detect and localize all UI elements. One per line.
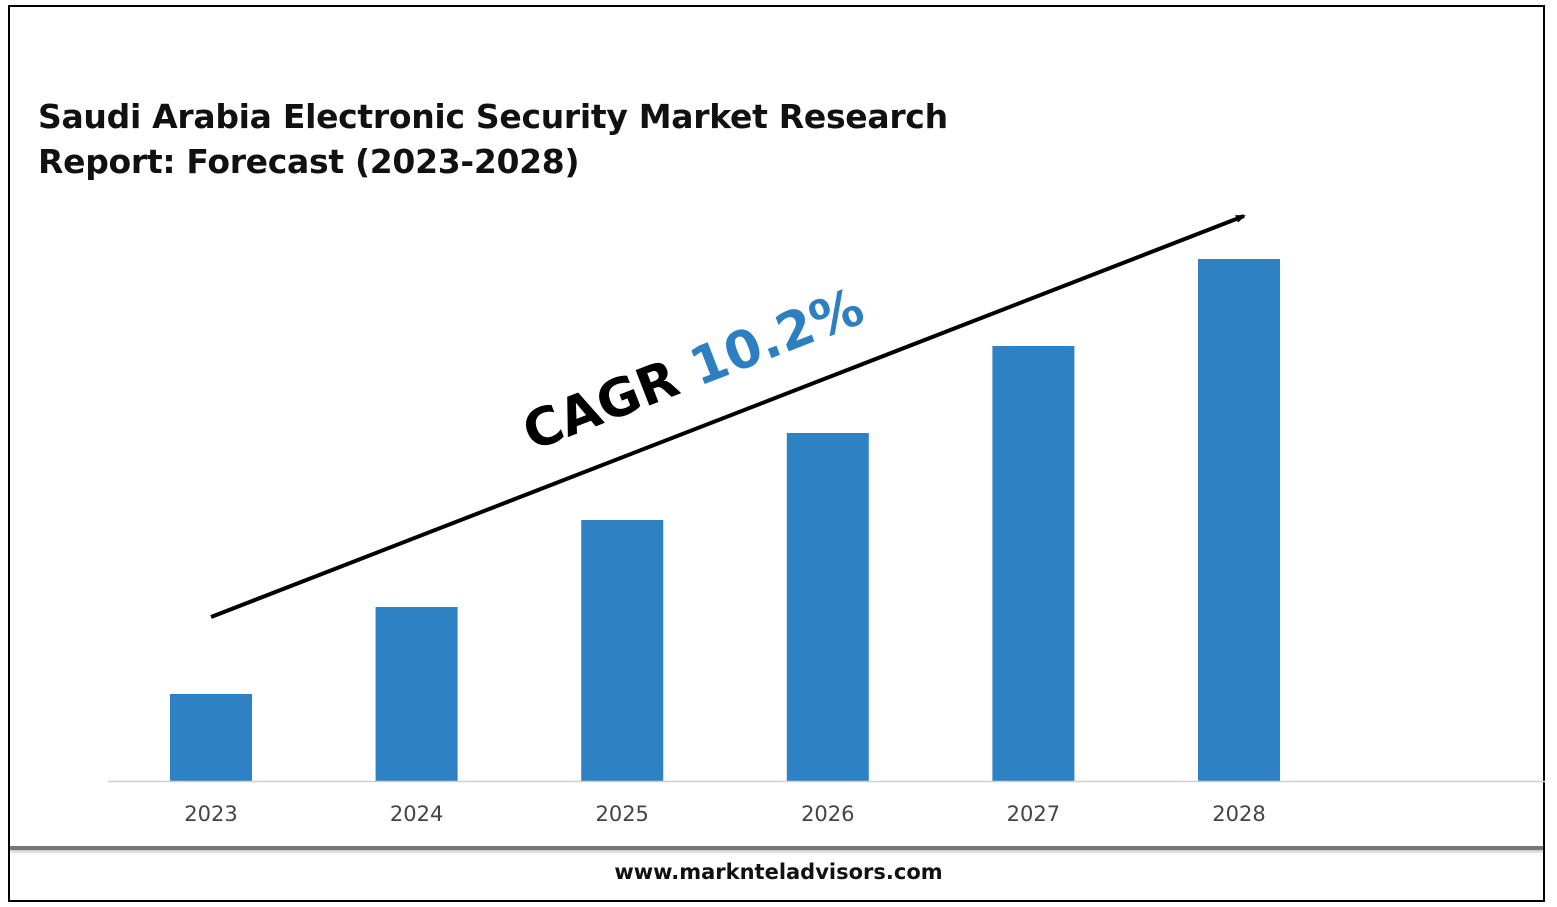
bar-2025 — [581, 520, 664, 781]
x-tick-label-2028: 2028 — [1212, 802, 1265, 826]
bar-series — [170, 259, 1280, 781]
x-axis-tick-labels: 2023 2024 2025 2026 2027 2028 — [184, 802, 1265, 826]
bar-2023 — [170, 694, 252, 781]
footer-website: www.marknteladvisors.com — [614, 860, 943, 884]
chart-title-line-1: Saudi Arabia Electronic Security Market … — [38, 97, 948, 136]
x-tick-label-2024: 2024 — [390, 802, 443, 826]
bar-2027 — [992, 346, 1075, 781]
x-tick-label-2026: 2026 — [801, 802, 854, 826]
bar-2028 — [1198, 259, 1280, 781]
cagr-value: 10.2% — [682, 277, 872, 398]
chart-frame — [8, 5, 1545, 902]
x-tick-label-2027: 2027 — [1007, 802, 1060, 826]
chart-title-line-2: Report: Forecast (2023-2028) — [38, 142, 580, 181]
bar-2024 — [375, 607, 458, 781]
bar-2026 — [786, 433, 869, 781]
cagr-label: CAGR — [515, 349, 687, 463]
footer-divider — [10, 846, 1543, 850]
growth-trend-arrow — [210, 214, 1246, 619]
x-tick-label-2023: 2023 — [184, 802, 237, 826]
chart-title: Saudi Arabia Electronic Security Market … — [38, 94, 948, 184]
x-tick-label-2025: 2025 — [595, 802, 648, 826]
